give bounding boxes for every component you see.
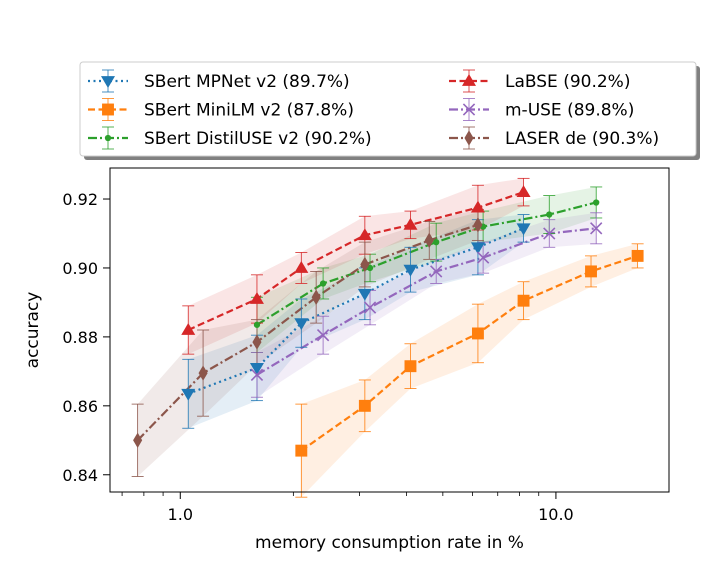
data-point xyxy=(357,288,372,301)
data-point xyxy=(357,228,372,241)
legend-entry: SBert MPNet v2 (89.7%) xyxy=(88,69,350,93)
legend-label: m-USE (89.8%) xyxy=(505,101,634,121)
data-point xyxy=(471,327,484,340)
legend: SBert MPNet v2 (89.7%) SBert MiniLM v2 (8… xyxy=(79,61,700,160)
legend-entry: LASER de (90.3%) xyxy=(449,126,659,150)
data-point xyxy=(360,256,370,273)
legend-label: LASER de (90.3%) xyxy=(505,129,659,149)
series-band xyxy=(256,212,597,398)
y-tick-label: 0.90 xyxy=(62,259,98,278)
data-point xyxy=(517,294,530,307)
data-point xyxy=(181,323,196,335)
data-point xyxy=(430,265,443,278)
legend-label: SBert MPNet v2 (89.7%) xyxy=(144,72,350,92)
data-point xyxy=(366,264,374,272)
data-point xyxy=(470,242,485,255)
data-point xyxy=(319,280,327,287)
data-point xyxy=(252,334,262,350)
data-point xyxy=(470,200,485,213)
data-point xyxy=(516,185,531,198)
legend-label: SBert DistilUSE v2 (90.2%) xyxy=(144,129,372,149)
y-tick-label: 0.86 xyxy=(62,397,98,416)
x-axis: 1.0 10.0 xyxy=(121,492,574,524)
confidence-bands xyxy=(137,178,638,498)
data-point xyxy=(249,291,264,304)
data-point xyxy=(316,329,330,342)
data-point xyxy=(590,222,603,235)
data-point xyxy=(250,368,264,381)
x-axis-label: memory consumption rate in % xyxy=(255,533,524,553)
data-point xyxy=(295,444,308,457)
data-point xyxy=(294,318,309,331)
legend-entry: SBert MiniLM v2 (87.8%) xyxy=(88,98,354,121)
y-tick-label: 0.88 xyxy=(62,328,98,347)
y-axis: 0.84 0.86 0.88 0.90 0.92 xyxy=(62,190,110,485)
series-band xyxy=(301,243,638,498)
series-band xyxy=(188,178,524,355)
x-tick-label: 10.0 xyxy=(538,505,574,524)
data-point xyxy=(198,365,208,381)
data-point xyxy=(403,264,418,277)
legend-marker xyxy=(462,103,476,116)
legend-entry: LaBSE (90.2%) xyxy=(449,69,630,93)
data-point xyxy=(133,432,143,448)
legend-entry: SBert DistilUSE v2 (90.2%) xyxy=(88,126,372,150)
data-point xyxy=(473,217,483,233)
legend-marker xyxy=(104,134,112,142)
legend-entry: m-USE (89.8%) xyxy=(449,98,634,121)
x-tick-label: 1.0 xyxy=(168,505,193,524)
data-point xyxy=(543,227,556,240)
data-point xyxy=(516,223,531,236)
data-point xyxy=(593,199,600,206)
data-point xyxy=(476,251,490,264)
y-axis-label: accuracy xyxy=(23,292,43,369)
y-tick-label: 0.92 xyxy=(62,190,98,209)
data-point xyxy=(585,265,597,278)
data-point xyxy=(294,260,309,273)
series-band xyxy=(137,209,478,477)
data-point xyxy=(249,363,264,375)
legend-marker xyxy=(462,74,476,86)
data-point xyxy=(311,289,321,305)
data-point xyxy=(358,399,371,412)
data-point xyxy=(433,238,440,246)
data-point xyxy=(404,360,417,373)
legend-marker xyxy=(464,130,474,146)
data-point xyxy=(181,388,196,401)
data-point xyxy=(546,211,553,218)
series-markers xyxy=(133,185,644,457)
data-point xyxy=(631,249,644,262)
legend-marker xyxy=(102,103,114,116)
legend-marker xyxy=(101,76,115,88)
data-point xyxy=(424,232,434,249)
legend-label: SBert MiniLM v2 (87.8%) xyxy=(144,101,354,121)
plot-frame xyxy=(109,167,670,493)
data-point xyxy=(363,301,377,314)
legend-box xyxy=(79,61,697,157)
y-tick-label: 0.84 xyxy=(62,466,98,485)
series-band xyxy=(256,186,597,353)
data-point xyxy=(253,321,261,328)
legend-label: LaBSE (90.2%) xyxy=(505,72,630,92)
data-point xyxy=(403,217,418,230)
